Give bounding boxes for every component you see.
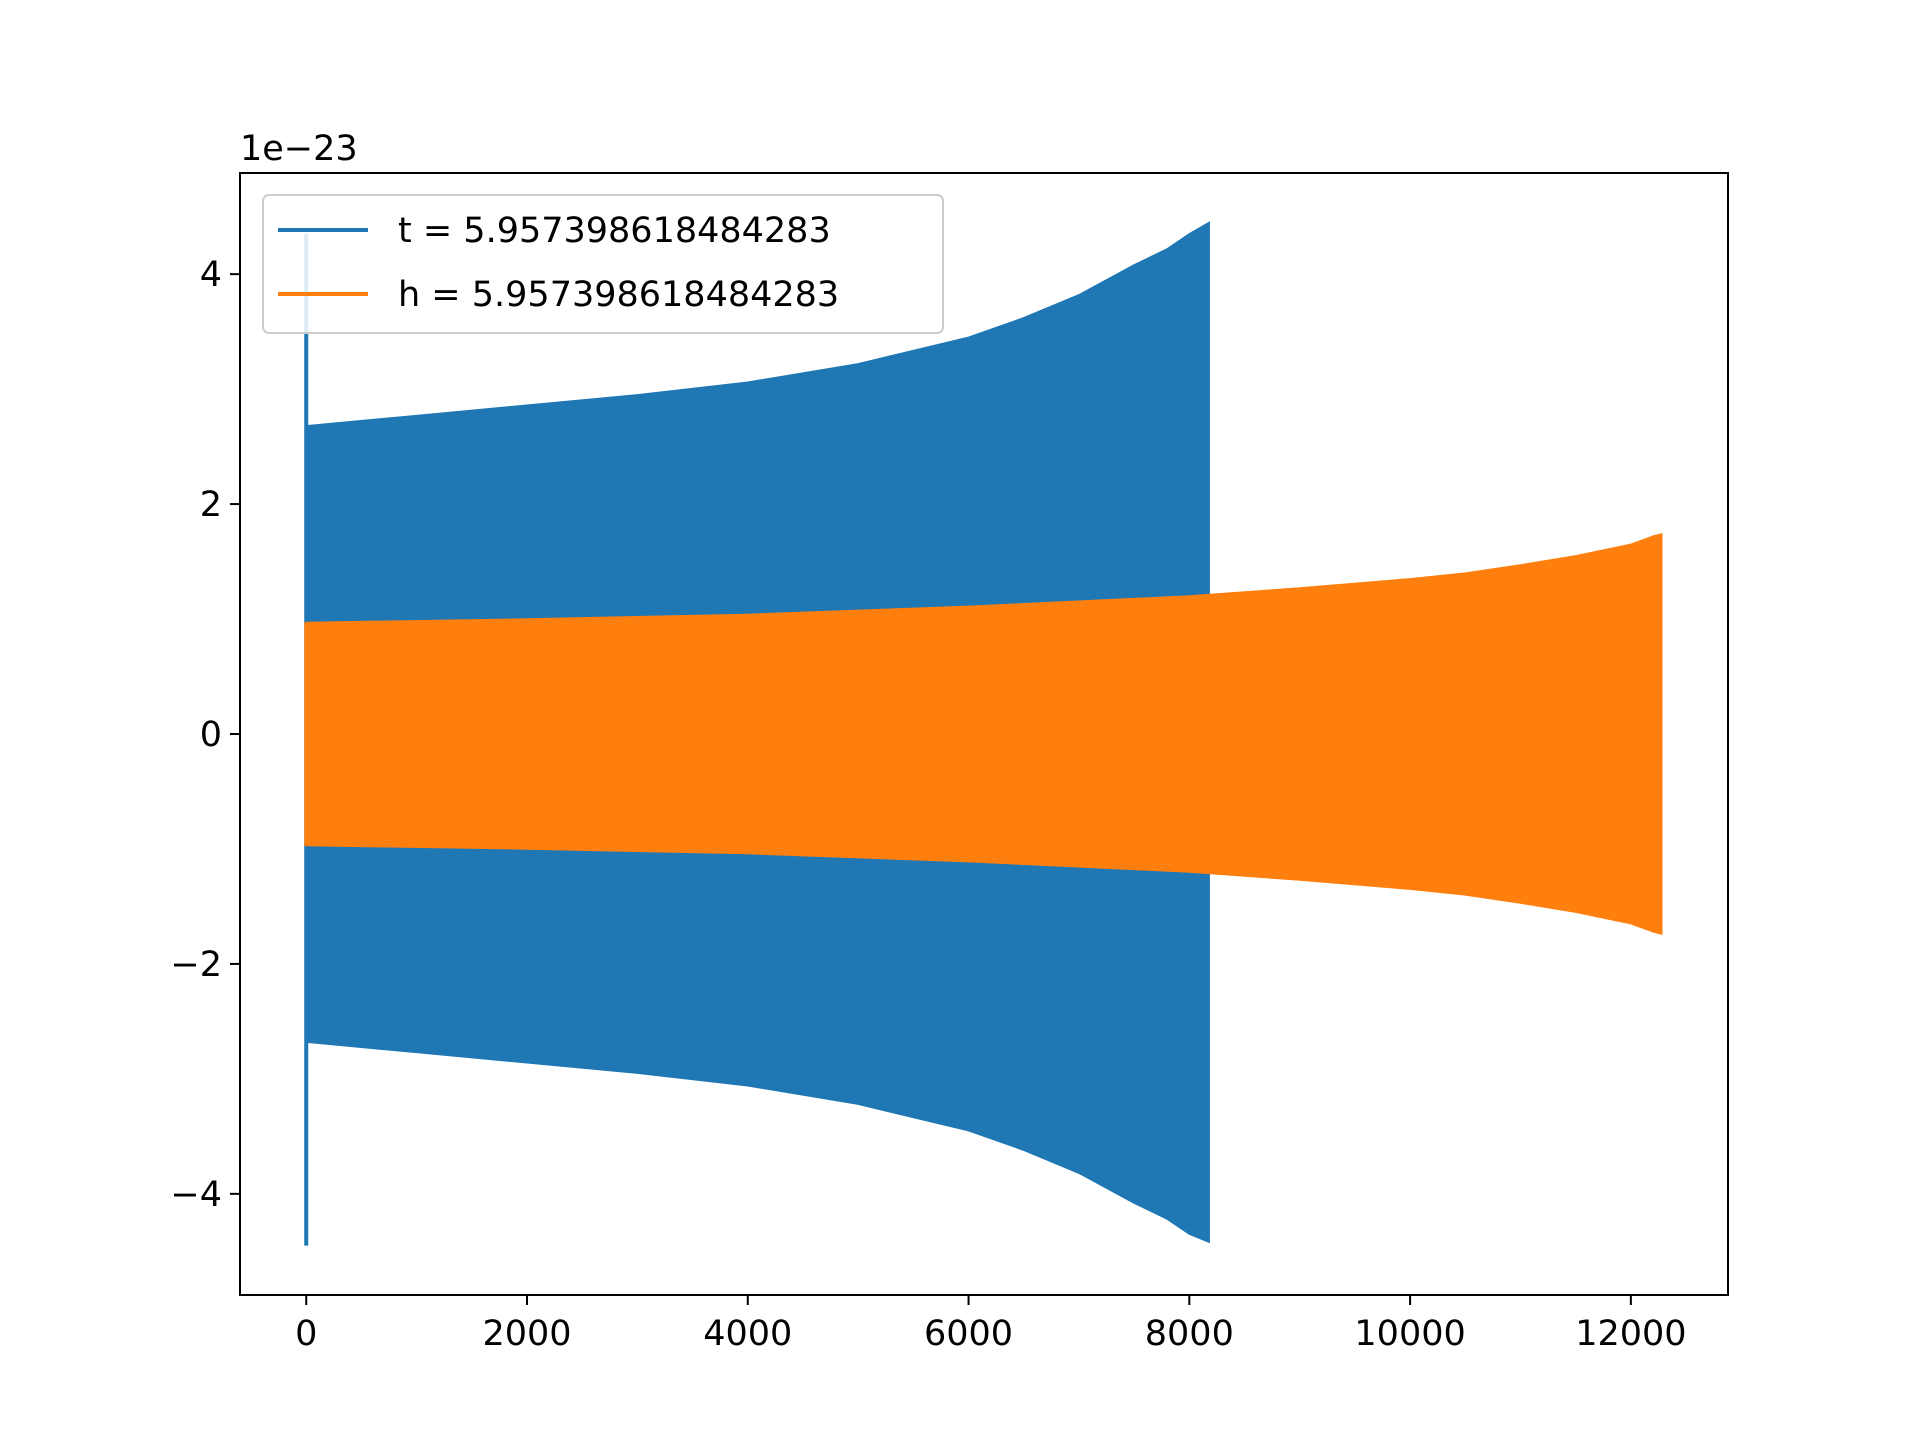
legend-label-0: t = 5.957398618484283 [398,211,831,251]
x-tick-label: 10000 [1354,1314,1465,1354]
series-1-envelope [305,532,1663,936]
y-tick-label: −2 [170,945,222,985]
x-axis: 0 2000 4000 6000 8000 10000 12000 [295,1295,1687,1354]
x-tick-label: 4000 [703,1314,792,1354]
y-tick-label: 0 [200,715,222,755]
y-axis: −4 −2 0 2 4 [170,255,240,1215]
y-tick-label: 4 [200,255,222,295]
x-tick-label: 0 [295,1314,317,1354]
x-tick-label: 2000 [482,1314,571,1354]
legend-box [262,194,944,334]
legend-label-1: h = 5.957398618484283 [398,275,839,315]
plot-area [304,221,1663,1246]
x-tick-label: 12000 [1575,1314,1686,1354]
x-tick-label: 8000 [1145,1314,1234,1354]
y-tick-label: 2 [200,485,222,525]
legend: t = 5.957398618484283 h = 5.9573986184842… [262,194,944,334]
y-tick-label: −4 [170,1175,222,1215]
y-offset-label: 1e−23 [240,129,358,169]
x-tick-label: 6000 [924,1314,1013,1354]
